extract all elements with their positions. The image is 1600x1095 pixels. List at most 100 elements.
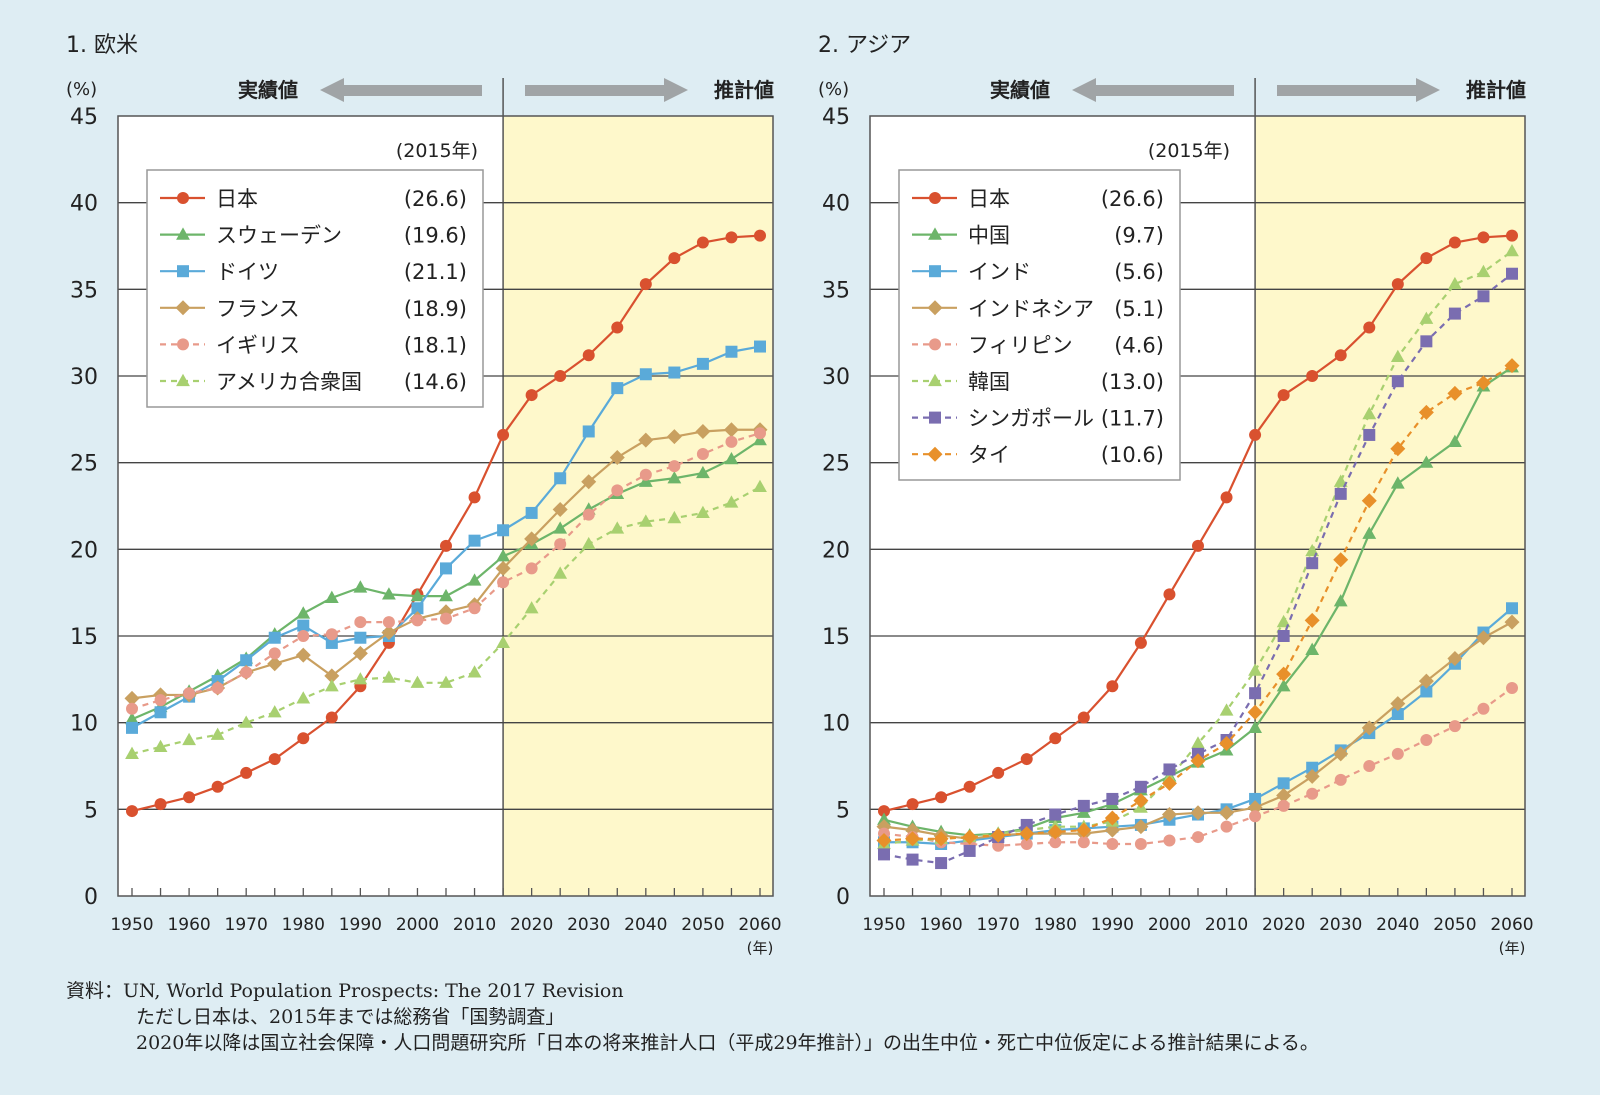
- legend-value: (18.9): [404, 297, 467, 321]
- data-point: [182, 732, 196, 746]
- x-tick-label: 1980: [282, 915, 325, 935]
- data-point: [668, 252, 681, 265]
- y-tick-label: 15: [822, 625, 850, 650]
- data-point: [753, 479, 767, 493]
- y-tick-label: 45: [70, 105, 98, 130]
- data-point: [1506, 229, 1518, 242]
- data-point: [1504, 358, 1520, 374]
- data-point: [1391, 747, 1404, 760]
- data-point: [1390, 349, 1405, 363]
- data-point: [1477, 290, 1490, 303]
- data-point: [1247, 704, 1263, 720]
- legend-value: (5.1): [1114, 297, 1164, 321]
- y-tick-label: 40: [70, 192, 98, 217]
- data-point: [876, 833, 892, 849]
- data-point: [639, 468, 652, 481]
- chart-asia: 2. アジア (%) 実績値 推計値 0 5 10 15 20 25 30 35 40 45 1950 196…: [818, 33, 1534, 957]
- source-line-2: ただし日本は、2015年までは総務省「国勢調査」: [136, 1006, 564, 1028]
- data-point: [1163, 588, 1176, 601]
- x-axis-unit: (年): [747, 939, 774, 957]
- data-point: [1220, 491, 1233, 504]
- legend-marker: [175, 300, 191, 316]
- data-point: [1249, 428, 1262, 441]
- data-point: [552, 501, 568, 517]
- legend-label: イギリス: [216, 333, 300, 357]
- legend-value: (9.7): [1114, 224, 1164, 248]
- data-point: [211, 682, 224, 694]
- data-point: [183, 791, 196, 804]
- data-point: [582, 425, 595, 438]
- data-point: [1249, 687, 1262, 700]
- data-point: [154, 694, 167, 707]
- data-point: [411, 614, 424, 627]
- data-point: [468, 491, 481, 504]
- legend-marker: [929, 265, 941, 278]
- series-5: [126, 427, 766, 715]
- data-point: [382, 587, 396, 600]
- data-point: [496, 635, 510, 649]
- data-point: [1249, 792, 1262, 805]
- legend-item: アメリカ合衆国 (14.6): [160, 370, 467, 394]
- data-point: [525, 506, 538, 519]
- data-point: [1049, 836, 1062, 849]
- legend-marker: [176, 227, 190, 240]
- data-point: [1448, 236, 1461, 249]
- source-line-1: 資料：UN, World Population Prospects: The 2…: [66, 980, 624, 1002]
- data-point: [1361, 493, 1377, 509]
- legend-label: フィリピン: [968, 333, 1073, 357]
- data-point: [240, 766, 253, 779]
- data-point: [1504, 614, 1520, 630]
- data-point: [1333, 746, 1349, 762]
- data-point: [1104, 810, 1120, 826]
- data-point: [1305, 642, 1320, 655]
- data-point: [353, 672, 368, 685]
- data-point: [906, 798, 919, 811]
- data-point: [611, 382, 624, 395]
- data-point: [440, 539, 452, 552]
- y-tick-label: 25: [70, 452, 98, 477]
- y-tick-label: 20: [70, 538, 98, 563]
- x-tick-label: 1990: [339, 915, 382, 935]
- data-point: [211, 780, 224, 793]
- data-point: [467, 665, 482, 678]
- data-point: [295, 647, 311, 663]
- x-tick-label: 1960: [919, 915, 962, 935]
- data-point: [1047, 824, 1063, 840]
- legend-item: フィリピン (4.6): [912, 333, 1164, 357]
- legend-value: (21.1): [404, 260, 467, 284]
- data-point: [1276, 679, 1291, 692]
- arrow-right-icon: [525, 78, 688, 102]
- data-point: [354, 631, 367, 644]
- data-point: [1447, 651, 1463, 667]
- data-point: [1391, 375, 1404, 388]
- y-tick-label: 5: [84, 798, 98, 823]
- legend-item: イギリス (18.1): [160, 333, 467, 357]
- data-point: [935, 791, 948, 804]
- data-point: [1106, 792, 1119, 805]
- data-point: [239, 715, 254, 728]
- data-point: [1476, 264, 1491, 278]
- data-point: [1020, 753, 1033, 766]
- legend-value: (19.6): [404, 224, 467, 248]
- data-point: [497, 428, 510, 441]
- x-axis-unit: (年): [1499, 939, 1526, 957]
- data-point: [1304, 612, 1320, 628]
- data-point: [296, 691, 311, 704]
- data-point: [933, 831, 949, 847]
- data-point: [1219, 735, 1235, 751]
- data-point: [725, 345, 738, 358]
- data-point: [696, 448, 709, 460]
- data-point: [554, 538, 567, 551]
- data-point: [668, 460, 681, 473]
- data-point: [696, 465, 710, 479]
- data-point: [1447, 385, 1463, 401]
- data-point: [439, 675, 453, 688]
- x-tick-label: 2000: [396, 915, 439, 935]
- data-point: [1077, 799, 1090, 812]
- projection-region: [1255, 116, 1525, 896]
- arrow-right-icon: [1277, 78, 1440, 102]
- data-point: [1506, 682, 1518, 694]
- x-tick-label: 1970: [225, 915, 268, 935]
- data-point: [1334, 349, 1347, 362]
- series-line: [883, 272, 1513, 865]
